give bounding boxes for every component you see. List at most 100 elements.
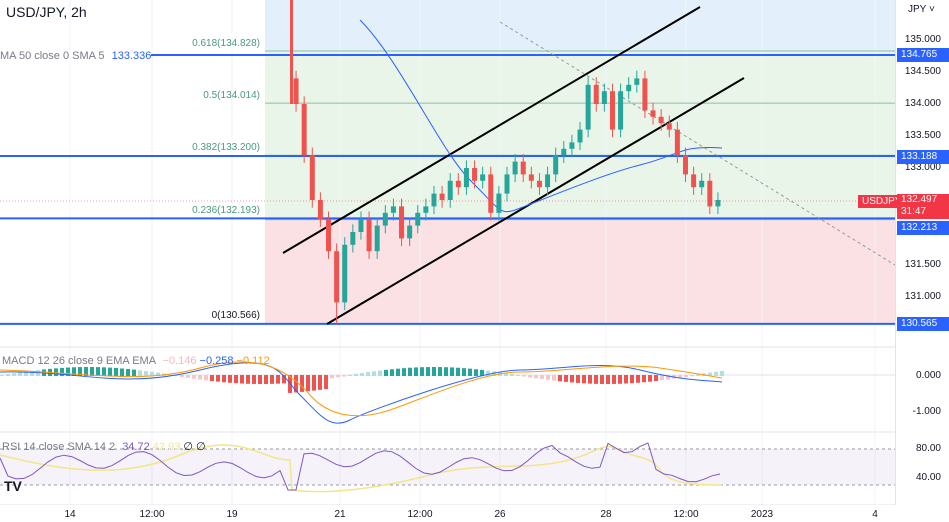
macd-histogram-bar — [546, 375, 550, 380]
macd-histogram-bar — [468, 368, 472, 376]
candle — [512, 161, 518, 175]
candle — [536, 180, 542, 188]
time-tick: 2023 — [750, 509, 774, 520]
rsi-tick: 40.00 — [915, 472, 941, 483]
macd-histogram-bar — [234, 375, 238, 384]
macd-legend: MACD 12 26 close 9 EMA EMA −0.146 −0.258… — [2, 355, 270, 367]
macd-signal-value: −0.112 — [236, 355, 270, 367]
macd-histogram-bar — [186, 375, 190, 378]
candle — [626, 84, 632, 92]
candle — [431, 193, 437, 207]
macd-tick: 0.000 — [915, 370, 941, 381]
macd-histogram-bar — [276, 375, 280, 384]
candle — [715, 200, 721, 207]
macd-histogram-bar — [126, 368, 130, 376]
current-price: 132.497 — [901, 194, 938, 205]
line-price-tag: 134.765 — [897, 48, 949, 62]
candle — [601, 91, 607, 104]
current-price-tag: 132.497 31:47 — [897, 194, 949, 219]
macd-value: −0.258 — [199, 355, 234, 367]
macd-histogram-bar — [336, 375, 340, 378]
macd-histogram-bar — [18, 372, 22, 376]
macd-histogram-bar — [192, 375, 196, 379]
macd-histogram-bar — [414, 367, 418, 376]
macd-histogram-bar — [252, 375, 256, 384]
macd-histogram-bar — [594, 375, 598, 384]
macd-histogram-bar — [354, 373, 358, 376]
currency-label: JPY — [908, 4, 927, 15]
rsi-tick: 80.00 — [915, 443, 941, 454]
ma-legend: MA 50 close 0 SMA 5 133.336 — [0, 50, 152, 62]
macd-histogram-bar — [438, 367, 442, 376]
macd-histogram-bar — [588, 375, 592, 384]
macd-histogram-bar — [456, 367, 460, 376]
time-tick: 4 — [872, 509, 878, 520]
macd-histogram-bar — [378, 370, 382, 376]
candle — [463, 168, 469, 188]
macd-histogram-bar — [324, 375, 328, 390]
macd-histogram-bar — [246, 375, 250, 384]
ma-line — [359, 19, 723, 213]
rsi-sma-value: 42.93 — [152, 441, 181, 453]
macd-histogram-bar — [510, 373, 514, 376]
candle — [301, 104, 307, 156]
candle — [290, 0, 293, 104]
macd-histogram-bar — [558, 375, 562, 382]
currency-selector[interactable]: JPY ˅ — [908, 4, 935, 15]
candle — [682, 155, 688, 175]
macd-histogram-bar — [648, 375, 652, 382]
macd-histogram-bar — [66, 367, 70, 376]
macd-histogram-bar — [540, 375, 544, 380]
candle — [488, 174, 494, 213]
macd-histogram-bar — [654, 375, 658, 382]
macd-histogram-bar — [240, 375, 244, 384]
macd-histogram-bar — [144, 371, 148, 376]
candle — [520, 161, 526, 175]
candle — [609, 91, 615, 130]
macd-histogram-bar — [300, 375, 304, 392]
candle — [415, 212, 421, 226]
macd-histogram-bar — [342, 375, 346, 377]
macd-histogram-bar — [102, 367, 106, 376]
candle — [691, 174, 697, 188]
line-price-tag: 133.188 — [897, 150, 949, 164]
macd-histogram-bar — [264, 375, 268, 384]
candle — [593, 84, 599, 104]
tradingview-logo-icon[interactable]: TV — [4, 478, 22, 494]
candle — [423, 206, 429, 213]
macd-histogram-bar — [108, 367, 112, 376]
macd-histogram-bar — [72, 367, 76, 376]
candle — [577, 129, 583, 143]
macd-histogram-bar — [516, 374, 520, 376]
symbol-tag: USDJPY — [858, 195, 906, 208]
candle — [618, 91, 624, 130]
macd-histogram-bar — [318, 375, 322, 390]
price-axis[interactable] — [895, 0, 949, 505]
candle — [309, 155, 315, 200]
channel-lower-line — [326, 77, 745, 325]
macd-histogram-bar — [522, 375, 526, 377]
macd-histogram-bar — [348, 374, 352, 376]
candle — [585, 84, 591, 130]
candle — [569, 142, 575, 149]
rsi-band — [0, 449, 895, 485]
macd-histogram-bar — [390, 369, 394, 376]
candle — [358, 219, 364, 232]
candle — [374, 225, 380, 252]
macd-histogram-bar — [474, 369, 478, 376]
price-chart[interactable] — [0, 0, 895, 505]
candle — [439, 193, 445, 200]
macd-histogram-bar — [306, 375, 310, 392]
macd-histogram-bar — [210, 375, 214, 382]
candle — [366, 219, 372, 252]
line-price-tag: 132.213 — [897, 221, 949, 235]
price-tick: 135.000 — [904, 34, 941, 45]
macd-histogram-bar — [0, 375, 4, 376]
macd-histogram-bar — [696, 374, 700, 376]
macd-histogram-bar — [480, 369, 484, 376]
macd-histogram-bar — [444, 367, 448, 376]
macd-histogram-bar — [432, 367, 436, 376]
macd-histogram-bar — [396, 368, 400, 376]
candle — [342, 244, 348, 303]
candle — [699, 180, 705, 188]
